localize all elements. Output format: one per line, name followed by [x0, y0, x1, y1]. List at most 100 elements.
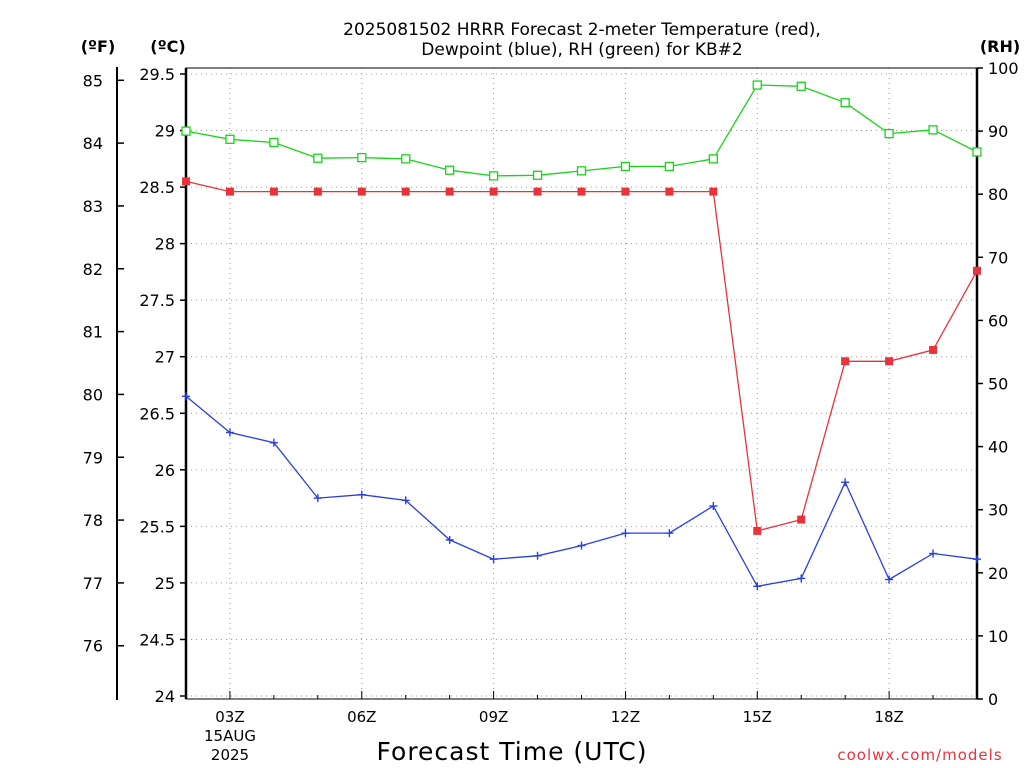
x-tick-label: 03Z: [215, 708, 244, 726]
rh-point: [796, 81, 806, 91]
chart-title-line2: Dewpoint (blue), RH (green) for KB#2: [421, 40, 742, 60]
rh-point: [840, 98, 850, 108]
celsius-tick-label: 25: [155, 574, 175, 593]
celsius-tick-label: 25.5: [139, 517, 175, 536]
fahrenheit-tick-label: 77: [83, 574, 103, 593]
dewpoint-point: [401, 496, 410, 505]
fahrenheit-tick-label: 82: [83, 260, 103, 279]
fahrenheit-tick-label: 78: [83, 511, 103, 530]
rh-tick-label: 50: [988, 375, 1008, 394]
rh-point: [928, 125, 938, 135]
chart-title-line1: 2025081502 HRRR Forecast 2-meter Tempera…: [343, 20, 821, 40]
celsius-unit-label: (ºC): [150, 37, 185, 56]
fahrenheit-tick-label: 84: [83, 134, 103, 153]
rh-tick-label: 80: [988, 185, 1008, 204]
rh-point: [181, 126, 191, 136]
rh-point: [269, 137, 279, 148]
temperature-point: [269, 187, 278, 196]
rh-point: [401, 154, 411, 164]
dewpoint-point: [313, 494, 322, 503]
credit-label: coolwx.com/models: [837, 746, 1002, 764]
celsius-tick-label: 29: [155, 122, 175, 141]
celsius-tick-label: 29.5: [139, 65, 175, 84]
data-series: [181, 80, 982, 591]
x-tick-label: 15Z: [743, 708, 772, 726]
temperature-point: [182, 177, 190, 186]
rh-tick-label: 100: [988, 59, 1019, 78]
dewpoint-point: [753, 582, 762, 591]
fahrenheit-tick-label: 79: [83, 448, 103, 467]
rh-point: [357, 152, 367, 163]
date-label-day: 15AUG: [204, 727, 256, 745]
rh-point: [576, 166, 587, 176]
temperature-point: [973, 266, 981, 275]
temperature-point: [445, 187, 454, 196]
temperature-line: [185, 180, 978, 532]
rh-point: [708, 154, 718, 164]
temperature-point: [489, 187, 498, 196]
celsius-tick-label: 24.5: [139, 630, 175, 649]
axis-ticks: 24 24.5 25 25.5 26 26.5 27 27.5 28 28.5 29 29.5 76 77…: [83, 59, 1019, 726]
temperature-point: [357, 187, 366, 196]
rh-point: [445, 165, 455, 175]
celsius-tick-label: 27: [155, 348, 175, 367]
fahrenheit-tick-label: 85: [83, 71, 103, 90]
temperature-point: [709, 187, 718, 196]
dewpoint-point: [445, 535, 454, 544]
rh-point: [313, 153, 323, 163]
fahrenheit-tick-label: 81: [83, 323, 103, 342]
chart-axes: [116, 67, 979, 700]
temperature-point: [665, 187, 674, 196]
rh-point: [488, 171, 499, 181]
x-tick-label: 18Z: [874, 708, 903, 726]
dewpoint-point: [489, 555, 498, 564]
celsius-tick-label: 27.5: [139, 291, 175, 310]
temperature-point: [929, 345, 938, 354]
fahrenheit-unit-label: (ºF): [81, 37, 116, 56]
celsius-tick-label: 26.5: [139, 404, 175, 423]
temperature-point: [577, 187, 586, 196]
dewpoint-line: [185, 395, 978, 588]
temperature-point: [885, 357, 894, 366]
temperature-point: [621, 187, 630, 196]
rh-point: [664, 161, 675, 172]
dewpoint-point: [885, 575, 894, 584]
dewpoint-point: [665, 529, 674, 538]
dewpoint-point: [841, 478, 850, 487]
temperature-point: [841, 357, 850, 366]
grid-lines: [186, 68, 977, 699]
dewpoint-point: [797, 574, 806, 583]
temperature-point: [313, 187, 322, 196]
dewpoint-point: [709, 502, 718, 511]
dewpoint-point: [533, 551, 542, 560]
dewpoint-point: [621, 529, 630, 538]
temperature-point: [753, 526, 762, 535]
x-tick-label: 09Z: [479, 708, 508, 726]
rh-point: [884, 128, 894, 139]
rh-tick-label: 60: [988, 311, 1008, 330]
rh-point: [972, 147, 982, 157]
rh-tick-label: 10: [988, 627, 1008, 646]
fahrenheit-tick-label: 83: [83, 197, 103, 216]
celsius-tick-label: 24: [155, 687, 175, 706]
plot-frame: [185, 67, 978, 700]
temperature-point: [533, 187, 542, 196]
rh-point: [620, 161, 631, 172]
temperature-point: [401, 187, 410, 196]
dewpoint-point: [973, 555, 981, 564]
x-tick-label: 06Z: [347, 708, 376, 726]
rh-point: [532, 170, 543, 180]
rh-tick-label: 30: [988, 501, 1008, 520]
dewpoint-point: [182, 392, 190, 401]
dewpoint-point: [269, 438, 278, 447]
celsius-tick-label: 28: [155, 235, 175, 254]
dewpoint-point: [357, 490, 366, 499]
celsius-tick-label: 28.5: [139, 178, 175, 197]
rh-point: [752, 80, 762, 90]
dewpoint-point: [929, 549, 938, 558]
rh-tick-label: 40: [988, 438, 1008, 457]
x-axis-label: Forecast Time (UTC): [377, 737, 648, 766]
dewpoint-point: [577, 541, 586, 550]
rh-tick-label: 20: [988, 564, 1008, 583]
